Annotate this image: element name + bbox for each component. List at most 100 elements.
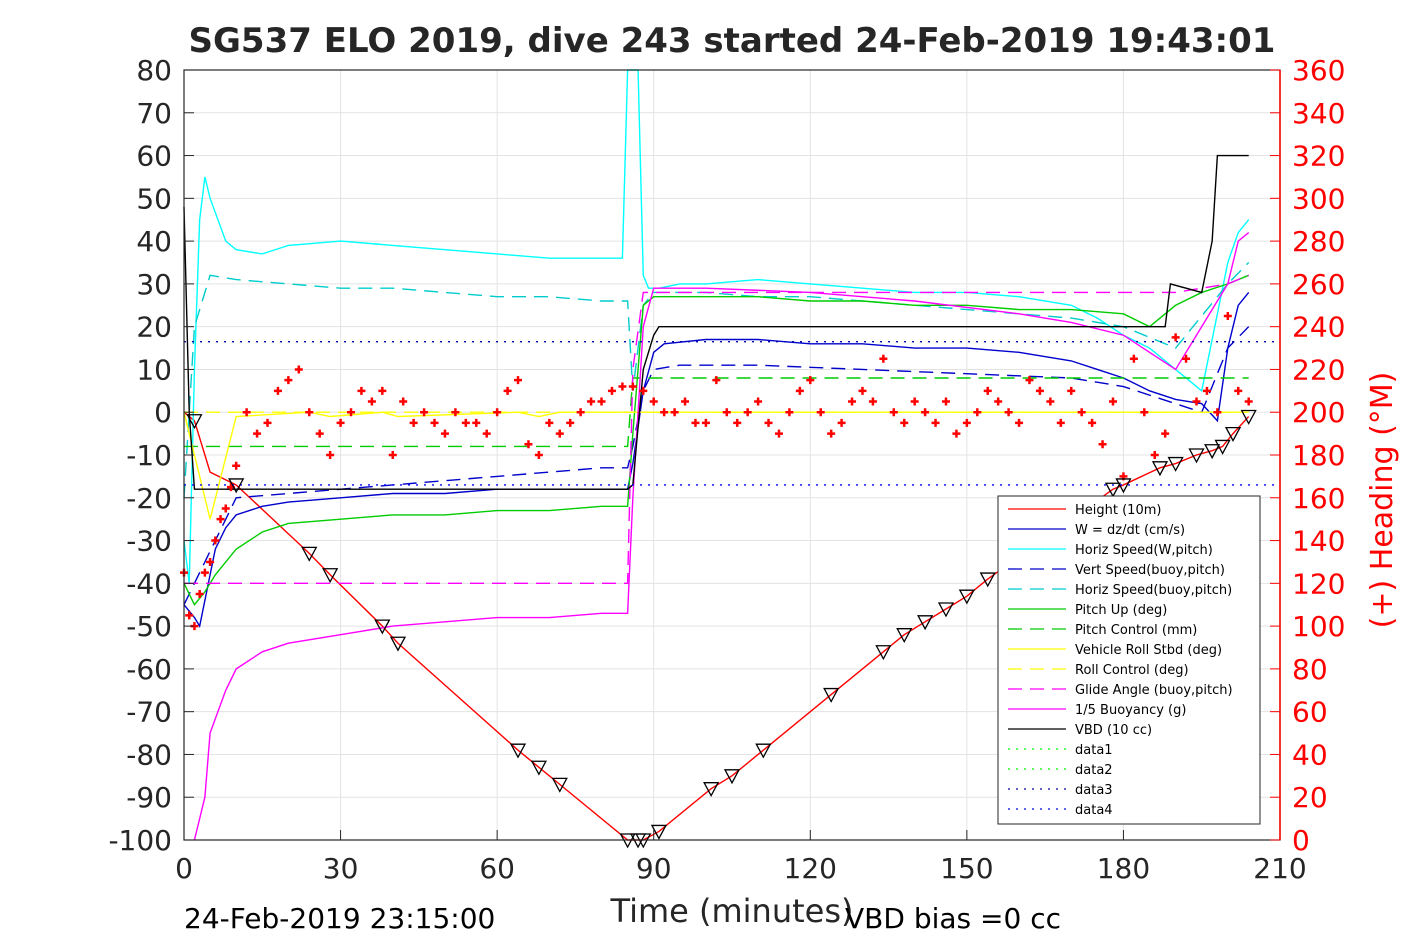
timing-marker [1188, 448, 1205, 464]
timing-marker [958, 589, 975, 605]
heading-marker [921, 408, 930, 417]
heading-marker [848, 397, 857, 406]
heading-marker [1098, 440, 1107, 449]
heading-marker [294, 365, 303, 374]
y-tick-label: 20 [136, 311, 172, 344]
heading-marker [733, 418, 742, 427]
timing-marker [509, 743, 527, 759]
heading-marker [774, 429, 783, 438]
heading-marker [409, 418, 418, 427]
legend: Height (10m) W = dz/dt (cm/s) Horiz Speed(… [997, 495, 1261, 825]
heading-marker [649, 397, 658, 406]
timing-marker [1151, 461, 1169, 477]
y-tick-label: 60 [136, 140, 172, 173]
heading-marker [691, 418, 700, 427]
heading-marker [660, 408, 669, 417]
right-tick-label: 180 [1292, 439, 1345, 472]
heading-marker [962, 418, 971, 427]
heading-marker [879, 354, 888, 363]
legend-entry: Pitch Up (deg) [1075, 603, 1167, 618]
heading-marker [628, 382, 637, 391]
legend-entry: Vert Speed(buoy,pitch) [1075, 563, 1225, 578]
heading-marker [607, 386, 616, 395]
heading-marker [1202, 386, 1211, 395]
heading-marker [973, 408, 982, 417]
heading-marker [399, 397, 408, 406]
heading-marker [827, 429, 836, 438]
heading-marker [1140, 408, 1149, 417]
heading-marker [795, 386, 804, 395]
right-tick-label: 20 [1292, 781, 1328, 814]
timing-marker [228, 478, 245, 494]
legend-entry: Height (10m) [1075, 503, 1161, 518]
series-line [183, 411, 1250, 841]
heading-marker [206, 557, 215, 566]
heading-marker [440, 429, 449, 438]
y-tick-label: -70 [126, 696, 172, 729]
timing-marker [875, 645, 892, 661]
right-tick-label: 360 [1292, 54, 1345, 87]
heading-marker [1108, 397, 1117, 406]
x-tick-label: 60 [479, 852, 515, 885]
heading-marker [1035, 386, 1044, 395]
heading-marker [315, 429, 324, 438]
series-line [184, 377, 1249, 448]
heading-marker [524, 440, 533, 449]
heading-marker [1004, 408, 1013, 417]
right-tick-label: 160 [1292, 482, 1345, 515]
heading-marker [889, 408, 898, 417]
heading-marker [837, 418, 846, 427]
heading-layer [180, 311, 1253, 631]
heading-marker [232, 461, 241, 470]
timing-marker [896, 628, 913, 644]
heading-marker [273, 386, 282, 395]
right-axis-label: (+) Heading (°M) [1365, 372, 1400, 629]
legend-entry: data1 [1075, 743, 1113, 758]
heading-marker [618, 382, 627, 391]
series-line [183, 292, 1250, 628]
heading-marker [1150, 451, 1159, 459]
timing-marker [374, 619, 391, 635]
heading-marker [461, 418, 470, 427]
right-tick-label: 340 [1292, 97, 1345, 130]
legend-entry: Roll Control (deg) [1075, 663, 1189, 678]
heading-marker [1161, 429, 1170, 438]
heading-marker [1234, 386, 1243, 395]
y-tick-label: -10 [126, 439, 172, 472]
x-tick-label: 0 [175, 852, 193, 885]
y-tick-label: -80 [126, 738, 172, 771]
heading-marker [1213, 408, 1222, 417]
heading-marker [211, 536, 220, 545]
heading-marker [994, 397, 1003, 406]
right-tick-label: 320 [1292, 140, 1345, 173]
timing-marker [1104, 482, 1122, 498]
y-tick-label: 0 [154, 396, 172, 429]
legend-entry: Horiz Speed(buoy,pitch) [1075, 583, 1232, 598]
heading-marker [952, 429, 961, 438]
timing-marker [703, 782, 720, 798]
legend-entry: data2 [1075, 763, 1113, 778]
legend-entry: VBD (10 cc) [1075, 723, 1152, 738]
timing-marker [389, 636, 407, 652]
right-tick-label: 200 [1292, 396, 1345, 429]
heading-marker [1088, 418, 1097, 427]
legend-entry: Pitch Control (mm) [1075, 623, 1197, 638]
legend-entry: Horiz Speed(W,pitch) [1075, 543, 1213, 558]
series-line [183, 274, 1249, 607]
heading-marker [566, 418, 575, 427]
heading-marker [1015, 418, 1024, 427]
heading-marker [910, 397, 919, 406]
heading-marker [493, 408, 502, 417]
heading-marker [754, 397, 763, 406]
heading-marker [858, 386, 867, 395]
heading-marker [1244, 397, 1253, 406]
heading-marker [764, 418, 773, 427]
heading-marker [1077, 408, 1086, 417]
heading-marker [200, 568, 209, 577]
right-tick-label: 140 [1292, 525, 1345, 558]
heading-marker [868, 397, 877, 406]
right-tick-label: 120 [1292, 567, 1345, 600]
heading-marker [900, 418, 909, 427]
heading-marker [284, 376, 293, 385]
heading-marker [587, 397, 596, 406]
